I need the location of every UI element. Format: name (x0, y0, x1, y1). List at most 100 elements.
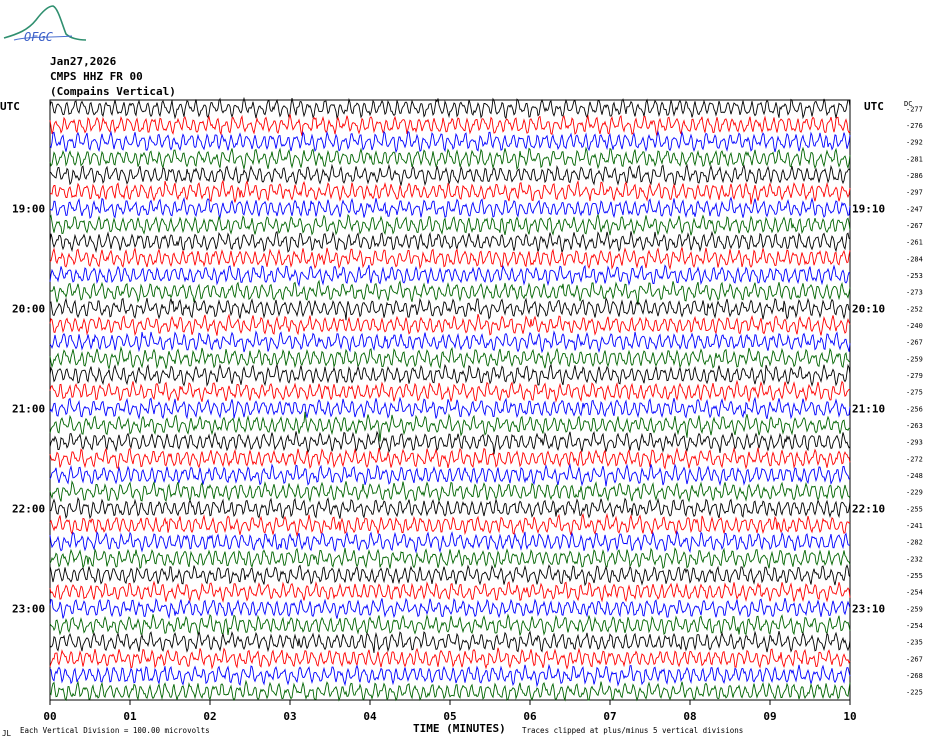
trace-row-35 (49, 679, 851, 702)
x-tick-label-5: 05 (443, 710, 456, 723)
right-utc-label: UTC (864, 100, 884, 113)
trace-row-13 (49, 313, 851, 337)
trace-row-25 (49, 512, 851, 538)
trace-row-21 (49, 447, 851, 470)
trace-row-5 (49, 179, 851, 205)
trace-row-32 (49, 630, 851, 653)
x-tick-label-0: 00 (43, 710, 56, 723)
dc-offset-7: -267 (906, 222, 923, 230)
trace-row-10 (49, 264, 851, 288)
dc-offset-24: -255 (906, 505, 923, 513)
trace-row-29 (49, 580, 851, 603)
right-time-label-3: 22:10 (852, 502, 885, 515)
trace-row-18 (49, 396, 851, 420)
trace-row-26 (49, 530, 851, 554)
right-time-labels: 19:10 20:10 21:10 22:10 23:10 (852, 202, 885, 615)
dc-offset-17: -275 (906, 389, 923, 397)
trace-row-31 (49, 613, 851, 636)
dc-offset-34: -268 (906, 672, 923, 680)
dc-offset-5: -297 (906, 189, 923, 197)
dc-offset-14: -267 (906, 339, 923, 347)
dc-offset-4: -286 (906, 172, 923, 180)
trace-row-22 (49, 463, 851, 487)
logo-text: OFGC (24, 30, 54, 44)
left-time-label-3: 22:00 (12, 502, 45, 515)
dc-offset-25: -241 (906, 522, 923, 530)
trace-row-24 (49, 496, 851, 520)
left-utc-label: UTC (0, 100, 20, 113)
trace-row-15 (49, 345, 851, 370)
header-station: CMPS HHZ FR 00 (50, 70, 143, 83)
dc-offset-0: -277 (906, 105, 923, 113)
dc-offset-27: -232 (906, 555, 923, 563)
dc-offset-18: -256 (906, 405, 923, 413)
trace-group (49, 96, 851, 702)
dc-offset-30: -259 (906, 605, 923, 613)
x-tick-label-1: 01 (123, 710, 137, 723)
dc-offset-11: -273 (906, 289, 923, 297)
dc-label: DC (904, 100, 912, 108)
corner-mark: JL (2, 729, 12, 738)
dc-offset-32: -235 (906, 639, 923, 647)
logo-mountain-icon (3, 5, 87, 41)
trace-row-34 (49, 663, 851, 688)
logo-swoosh-icon (13, 35, 73, 41)
right-time-label-0: 19:10 (852, 202, 885, 215)
trace-row-30 (49, 597, 851, 619)
x-tick-label-3: 03 (283, 710, 296, 723)
dc-offset-22: -248 (906, 472, 923, 480)
trace-row-20 (49, 430, 851, 455)
footer-scale-note: Each Vertical Division = 100.00 microvol… (20, 726, 210, 735)
dc-offset-35: -225 (906, 689, 923, 697)
trace-row-8 (49, 230, 851, 253)
x-tick-label-9: 09 (763, 710, 776, 723)
trace-row-33 (49, 647, 851, 670)
trace-row-4 (49, 163, 851, 187)
dc-offset-33: -267 (906, 655, 923, 663)
right-time-label-4: 23:10 (852, 602, 885, 615)
trace-row-11 (49, 279, 851, 306)
trace-row-2 (49, 130, 851, 154)
dc-offset-21: -272 (906, 455, 923, 463)
trace-row-16 (49, 362, 851, 387)
trace-row-3 (49, 146, 851, 171)
left-time-label-2: 21:00 (12, 402, 45, 415)
dc-offset-6: -247 (906, 205, 923, 213)
dc-offset-3: -281 (906, 155, 923, 163)
x-tick-label-7: 07 (603, 710, 616, 723)
dc-offset-10: -253 (906, 272, 923, 280)
right-time-label-2: 21:10 (852, 402, 885, 415)
left-time-labels: 19:00 20:00 21:00 22:00 23:00 (12, 202, 45, 615)
header-date: Jan27,2026 (50, 55, 117, 68)
trace-row-6 (49, 196, 851, 219)
trace-row-27 (49, 547, 851, 570)
trace-row-0 (49, 96, 851, 120)
trace-row-1 (49, 114, 851, 137)
dc-offset-23: -229 (906, 489, 923, 497)
dc-offset-28: -255 (906, 572, 923, 580)
trace-row-7 (49, 213, 851, 236)
x-axis-title: TIME (MINUTES) (413, 722, 506, 735)
x-tick-label-6: 06 (523, 710, 537, 723)
x-tick-label-2: 02 (203, 710, 216, 723)
dc-offset-8: -261 (906, 239, 923, 247)
trace-row-12 (49, 296, 851, 321)
dc-offset-2: -292 (906, 139, 923, 147)
footer-clip-note: Traces clipped at plus/minus 5 vertical … (522, 726, 743, 735)
x-axis: 00 01 02 03 04 05 06 07 08 09 10 (43, 700, 857, 723)
dc-offset-19: -263 (906, 422, 923, 430)
ofgc-logo: OFGC (3, 5, 87, 44)
dc-offset-16: -279 (906, 372, 923, 380)
trace-row-17 (49, 379, 851, 403)
right-time-label-1: 20:10 (852, 302, 885, 315)
dc-offset-15: -259 (906, 355, 923, 363)
dc-offset-31: -254 (906, 622, 923, 630)
trace-row-23 (49, 480, 851, 503)
trace-row-9 (49, 247, 851, 271)
trace-row-19 (49, 411, 851, 442)
dc-offset-1: -276 (906, 122, 923, 130)
trace-row-14 (49, 330, 851, 354)
trace-row-28 (49, 564, 851, 587)
dc-offset-13: -240 (906, 322, 923, 330)
